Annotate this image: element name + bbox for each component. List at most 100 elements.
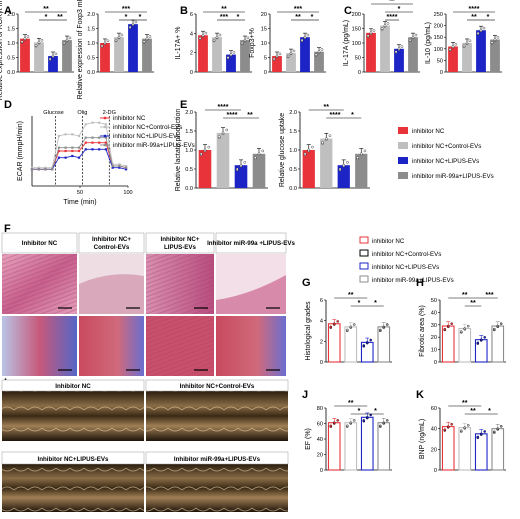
data-point: [408, 38, 412, 42]
data-point: [300, 38, 304, 42]
y-tick-label: 6: [190, 12, 193, 18]
series-point: [51, 166, 54, 169]
bar: [491, 428, 505, 471]
bar: [114, 37, 124, 72]
series-point: [71, 146, 74, 149]
significance-label: **: [462, 292, 468, 299]
data-point: [212, 38, 216, 42]
series-point: [98, 141, 101, 144]
legend-label: inhibitor NC: [113, 115, 146, 122]
data-point: [232, 51, 236, 54]
data-point: [385, 419, 389, 422]
y-tick-label: 4: [320, 319, 323, 325]
bar: [441, 426, 455, 471]
legend-label: inhibitor NC+LIPUS-EVs: [113, 133, 180, 140]
data-point: [460, 429, 463, 433]
y-tick-label: 2.0: [7, 12, 15, 18]
y-tick-label: 0.5: [7, 56, 15, 62]
data-point: [321, 141, 324, 144]
data-point: [460, 330, 463, 333]
data-point: [463, 327, 467, 330]
data-point: [317, 50, 321, 53]
data-point: [131, 22, 135, 26]
data-point: [450, 422, 453, 426]
y-tick-label: 1.5: [7, 27, 15, 33]
data-point: [346, 161, 349, 164]
bar: [62, 40, 72, 72]
bar: [314, 51, 324, 72]
legend-label-lipus-evs: inhibitor NC+LIPUS-EVs: [412, 158, 479, 165]
data-point: [352, 323, 356, 326]
significance-label: **: [348, 400, 354, 407]
y-tick-label: 0: [358, 70, 361, 76]
data-point: [289, 51, 293, 55]
y-tick-label: 40: [431, 427, 437, 433]
significance-label: *: [398, 6, 401, 13]
y-tick-label: 0.0: [87, 70, 95, 76]
echo-title-lipus-evs: Inhibitor NC+LIPUS-EVs: [38, 456, 110, 463]
data-point: [240, 41, 244, 45]
series-point: [91, 148, 94, 151]
data-point: [369, 338, 372, 342]
series-point: [124, 164, 128, 168]
data-point: [465, 41, 469, 45]
data-point: [385, 323, 389, 326]
histology-title-box: [78, 232, 145, 254]
data-point: [379, 424, 382, 428]
significance-label: *: [45, 14, 48, 21]
y-tick-label: 80: [317, 406, 323, 412]
data-point: [483, 336, 486, 339]
data-point: [366, 34, 370, 38]
y-tick-label: 200: [434, 24, 443, 30]
y-tick-label: 1.0: [7, 41, 15, 47]
histology-title-line: Control-EVs: [94, 244, 130, 251]
bar: [360, 416, 374, 471]
data-point: [443, 428, 447, 431]
y-tick-label: 6: [320, 298, 323, 304]
data-point: [493, 327, 496, 331]
y-tick-label: 4: [190, 31, 193, 37]
data-point: [499, 322, 503, 325]
data-point: [372, 29, 376, 32]
y-tick-label: 1.5: [185, 129, 193, 135]
bar: [226, 54, 236, 72]
series-point: [57, 134, 60, 138]
histology-title-box: [145, 232, 215, 254]
echo-title-control-evs: Inhibitor NC+Control-EVs: [180, 383, 255, 390]
y-tick-label: 150: [434, 35, 443, 41]
bar: [344, 326, 358, 363]
legend-histology: inhibitor NC inhibitor NC+Control-EVs in…: [359, 236, 454, 284]
y-tick-label: 30: [431, 323, 437, 329]
series-point: [30, 168, 34, 171]
series-point: [71, 149, 74, 153]
legend-marker: [103, 134, 107, 138]
y-tick-label: 100: [434, 47, 443, 53]
significance-label: **: [470, 300, 476, 307]
injection-label: Olig: [77, 110, 87, 116]
data-point: [493, 38, 497, 41]
legend-marker: [103, 116, 107, 120]
y-tick-label: 0: [434, 360, 437, 366]
y-axis-label: Histological grades: [305, 301, 312, 361]
data-point: [217, 135, 221, 139]
significance-label: **: [247, 112, 253, 119]
histology-title: Inhibitor NC+ Control-EVs: [92, 236, 131, 251]
data-point: [342, 163, 346, 167]
legend-label: inhibitor miR-99a+LIPUS-EVs: [113, 142, 195, 149]
y-tick-label: 0: [434, 468, 437, 474]
significance-label: **: [295, 14, 301, 21]
series-point: [77, 134, 81, 138]
data-point: [380, 27, 384, 30]
data-point: [246, 36, 250, 40]
y-tick-label: 0.5: [87, 56, 95, 62]
histology-title-line: Inhibitor NC: [22, 240, 58, 247]
data-point: [120, 33, 124, 37]
data-point: [329, 424, 333, 428]
data-point: [48, 57, 52, 61]
bar: [286, 53, 296, 72]
series-line: [32, 137, 127, 170]
histology-title-line: Inhibitor miR-99a +LIPUS-EVs: [207, 240, 295, 247]
